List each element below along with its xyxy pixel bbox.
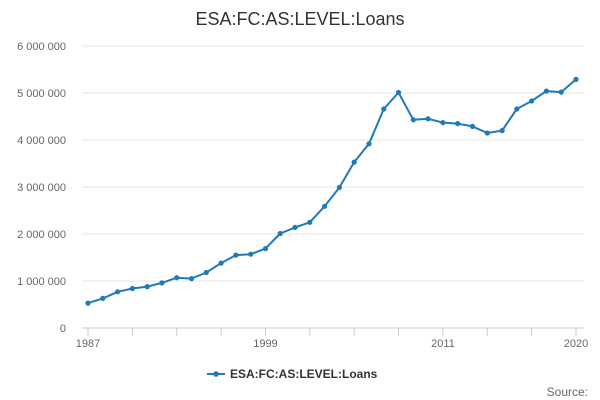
x-axis: 1987 1999 2011 2020 [76,327,588,350]
data-point[interactable] [292,224,298,230]
data-point[interactable] [203,269,209,276]
data-point[interactable] [514,106,520,112]
data-point[interactable] [410,117,416,123]
y-tick-label: 0 [60,323,66,335]
data-point[interactable] [144,284,150,290]
y-tick-label: 2 000 000 [17,229,66,241]
y-tick-label: 5 000 000 [17,88,66,100]
data-point[interactable] [233,252,239,258]
y-tick-label: 4 000 000 [17,135,66,147]
data-point[interactable] [129,285,135,292]
chart-title: ESA:FC:AS:LEVEL:Loans [195,9,404,29]
data-point[interactable] [277,230,283,237]
y-tick-label: 6 000 000 [17,41,66,53]
data-point[interactable] [336,184,342,191]
x-tick-label: 1987 [76,338,100,350]
data-point[interactable] [262,246,269,252]
data-point[interactable] [248,251,254,257]
data-point[interactable] [366,141,372,147]
legend-marker [213,371,219,377]
data-point[interactable] [573,76,579,82]
series-layer [85,76,579,306]
data-point[interactable] [351,159,357,165]
data-point[interactable] [455,121,461,127]
x-tick-label: 2020 [564,338,588,350]
source-label: Source: [547,385,588,399]
data-point[interactable] [322,203,328,209]
gridlines [82,45,584,282]
y-tick-label: 3 000 000 [17,182,66,194]
data-point[interactable] [100,295,106,301]
data-point[interactable] [529,98,535,104]
data-point[interactable] [440,120,446,126]
data-point[interactable] [425,116,431,122]
x-tick-label: 2011 [431,338,455,350]
data-point[interactable] [484,130,490,136]
data-point[interactable] [85,300,91,306]
legend[interactable]: ESA:FC:AS:LEVEL:Loans [207,367,378,381]
data-point[interactable] [218,260,224,266]
data-point[interactable] [469,123,476,129]
data-point[interactable] [174,275,180,281]
data-point[interactable] [159,280,165,286]
data-point[interactable] [558,89,564,95]
y-axis: 0 1 000 000 2 000 000 3 000 000 4 000 000 5 0… [17,41,66,335]
data-point[interactable] [395,89,402,96]
data-point[interactable] [499,128,505,134]
legend-label: ESA:FC:AS:LEVEL:Loans [230,367,378,381]
data-point[interactable] [115,289,121,295]
y-tick-label: 1 000 000 [17,276,66,288]
x-tick-label: 1999 [253,338,277,350]
data-point[interactable] [543,88,550,94]
data-point[interactable] [188,276,195,282]
data-point[interactable] [381,106,387,112]
data-point[interactable] [307,219,313,225]
series-line [87,78,577,305]
